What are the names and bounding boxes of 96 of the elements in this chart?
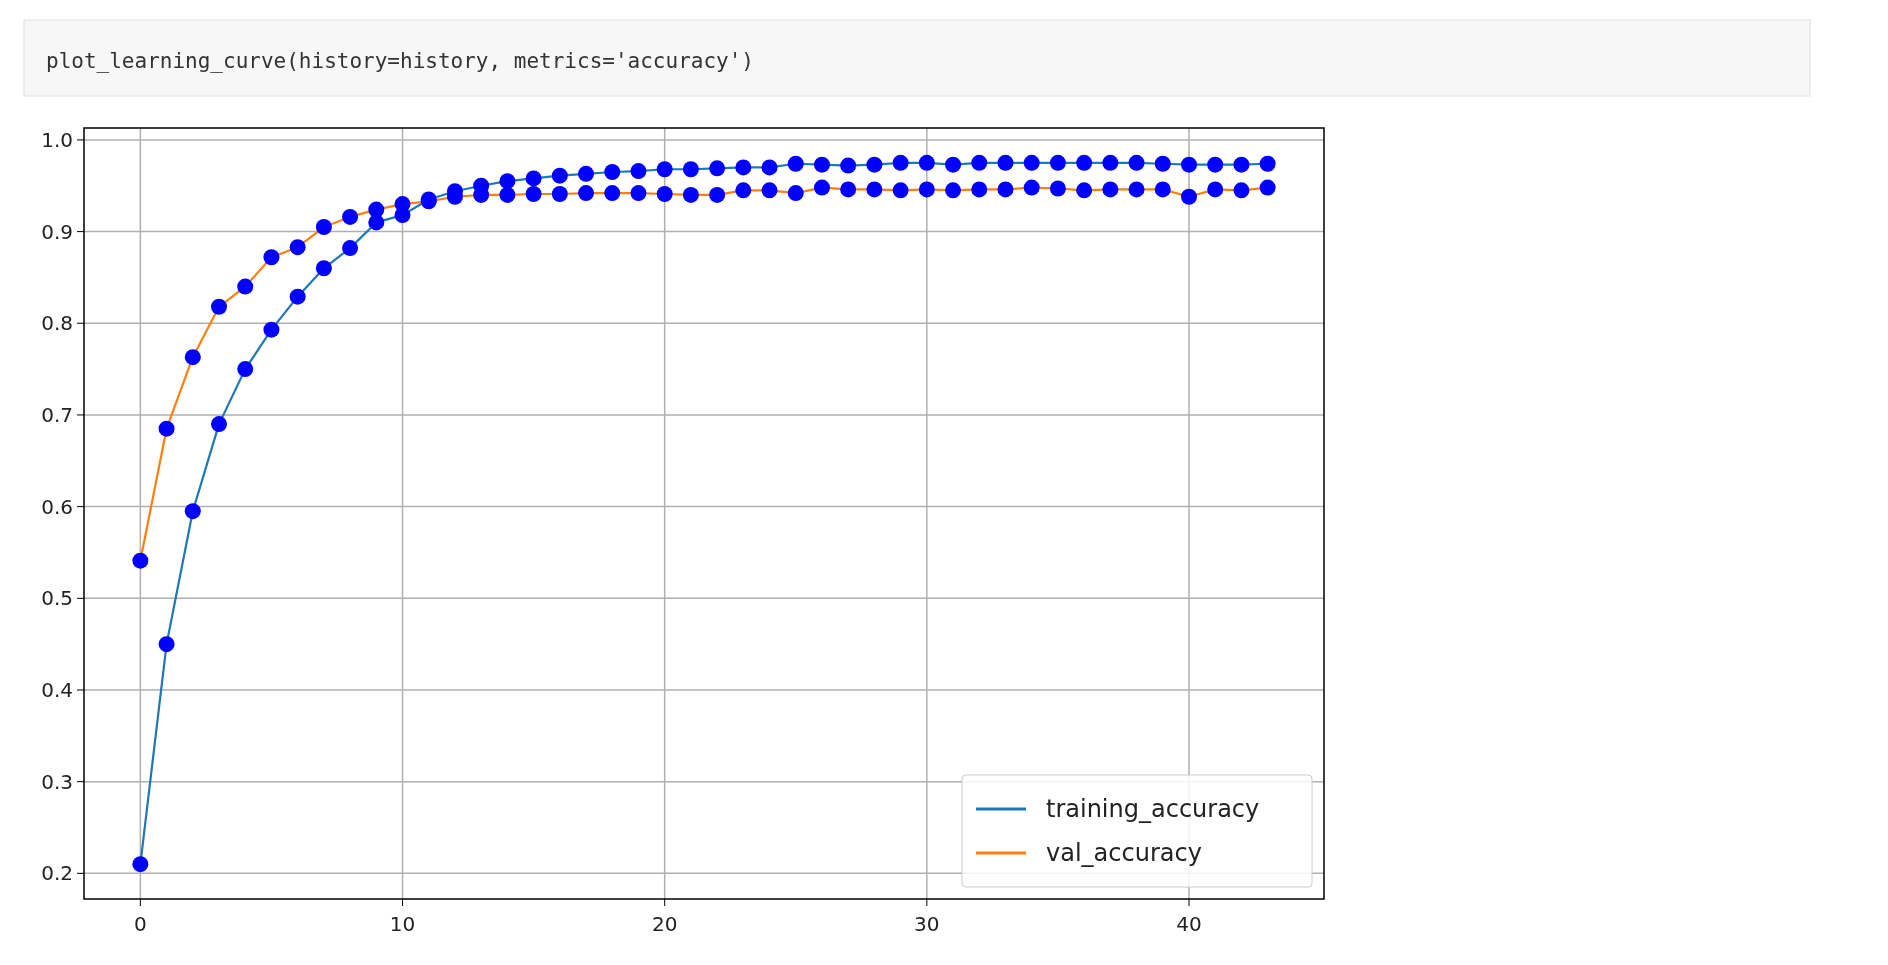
point: [368, 201, 385, 218]
point: [132, 552, 149, 569]
point: [184, 503, 201, 520]
point: [1154, 181, 1171, 198]
point: [184, 349, 201, 366]
point: [315, 260, 332, 277]
y-tick-label: 0.2: [41, 861, 73, 886]
y-tick-label: 0.5: [41, 586, 73, 611]
point: [263, 249, 280, 266]
point: [656, 161, 673, 178]
point: [892, 182, 909, 199]
point: [211, 416, 228, 433]
x-tick-label: 0: [134, 912, 147, 936]
point: [630, 163, 647, 180]
point: [499, 186, 516, 203]
point: [1128, 181, 1145, 198]
point: [1180, 156, 1197, 173]
y-tick-label: 0.3: [41, 769, 73, 794]
point: [1049, 180, 1066, 197]
point: [840, 157, 857, 174]
point: [604, 185, 621, 202]
point: [1076, 154, 1093, 171]
point: [918, 181, 935, 198]
point: [1023, 179, 1040, 196]
point: [315, 219, 332, 236]
point: [1207, 156, 1224, 173]
point: [1233, 182, 1250, 199]
point: [342, 240, 359, 257]
point: [289, 239, 306, 256]
legend-label: training_accuracy: [1046, 795, 1260, 823]
x-tick-label: 40: [1176, 912, 1202, 936]
point: [525, 170, 542, 187]
point: [604, 164, 621, 181]
point: [945, 182, 962, 199]
point: [525, 186, 542, 203]
point: [578, 185, 595, 202]
point: [1076, 182, 1093, 199]
point: [263, 321, 280, 338]
point: [787, 155, 804, 172]
point: [132, 856, 149, 873]
point: [551, 186, 568, 203]
y-tick-label: 0.4: [41, 677, 73, 702]
point: [1180, 188, 1197, 205]
point: [499, 173, 516, 190]
point: [787, 185, 804, 202]
point: [1128, 154, 1145, 171]
point: [918, 154, 935, 171]
point: [656, 186, 673, 203]
point: [237, 278, 254, 295]
point: [1233, 156, 1250, 173]
text: plot_learning_curve(history=history, metrics='accuracy'): [46, 49, 755, 73]
point: [342, 208, 359, 225]
point: [761, 182, 778, 199]
point: [709, 186, 726, 203]
point: [158, 636, 175, 653]
y-tick-label: 0.6: [41, 494, 73, 519]
point: [735, 159, 752, 176]
point: [997, 181, 1014, 198]
point: [709, 160, 726, 177]
legend-label: val_accuracy: [1046, 839, 1202, 867]
point: [945, 156, 962, 173]
x-tick-label: 30: [914, 912, 940, 936]
point: [211, 298, 228, 315]
point: [1207, 181, 1224, 198]
point: [997, 154, 1014, 171]
point: [971, 181, 988, 198]
point: [551, 167, 568, 184]
y-tick-label: 1.0: [41, 127, 73, 152]
y-tick-label: 0.7: [41, 402, 73, 427]
point: [892, 154, 909, 171]
point: [1049, 154, 1066, 171]
point: [761, 159, 778, 176]
point: [813, 179, 830, 196]
point: [813, 156, 830, 173]
point: [289, 288, 306, 305]
point: [1259, 179, 1276, 196]
point: [1102, 154, 1119, 171]
point: [971, 154, 988, 171]
point: [1154, 155, 1171, 172]
point: [682, 161, 699, 178]
point: [866, 181, 883, 198]
point: [1102, 181, 1119, 198]
x-tick-label: 20: [651, 912, 678, 936]
point: [682, 186, 699, 203]
point: [630, 185, 647, 202]
point: [1259, 155, 1276, 172]
x-tick-label: 10: [389, 912, 416, 936]
point: [578, 165, 595, 182]
point: [866, 156, 883, 173]
point: [735, 182, 752, 199]
y-tick-label: 0.8: [41, 311, 73, 336]
y-tick-label: 0.9: [41, 219, 73, 244]
point: [1023, 154, 1040, 171]
point: [158, 420, 175, 437]
point: [237, 361, 254, 378]
point: [840, 181, 857, 198]
